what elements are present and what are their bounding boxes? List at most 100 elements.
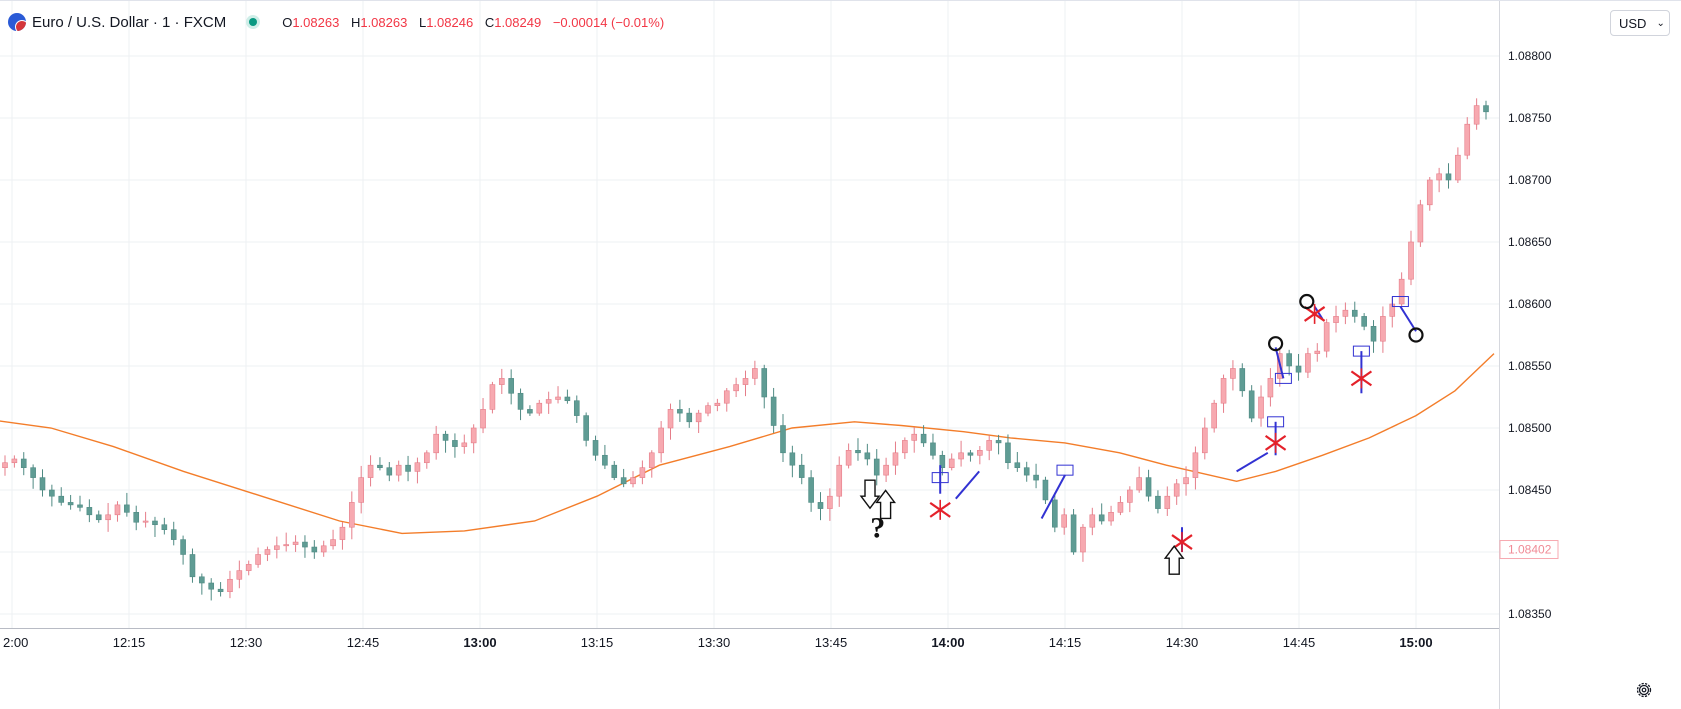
candle-body [2, 462, 8, 468]
x-tick-label: 13:00 [463, 635, 496, 650]
candle [883, 457, 889, 483]
candle [1295, 353, 1302, 381]
candle-body [958, 452, 964, 460]
candle [1351, 301, 1358, 323]
candle-body [611, 464, 618, 478]
symbol-title[interactable]: Euro / U.S. Dollar · 1 · FXCM [32, 13, 227, 31]
candle [189, 548, 196, 583]
gear-icon[interactable] [1631, 677, 1657, 703]
candle [864, 443, 871, 466]
candle [1408, 230, 1414, 286]
candle-body [245, 564, 252, 571]
candle-body [1295, 365, 1302, 373]
candle-body [592, 440, 599, 456]
candle-body [583, 415, 589, 441]
candle [1127, 486, 1133, 513]
currency-select[interactable]: USD ⌄ [1610, 10, 1670, 36]
candle-body [977, 450, 983, 456]
y-tick-label: 1.08750 [1508, 111, 1552, 125]
candle-body [311, 546, 318, 553]
candle [452, 433, 458, 458]
candle-body [142, 520, 149, 523]
y-tick-label: 1.08650 [1508, 235, 1552, 249]
annotations[interactable]: ? [859, 293, 1424, 575]
candle-body [330, 539, 336, 547]
chart-grid [0, 0, 1499, 628]
candle-body [1305, 353, 1311, 373]
candle-body [564, 396, 571, 402]
candle-body [339, 526, 346, 540]
candle [367, 455, 374, 487]
candle [395, 460, 402, 482]
candle [1108, 505, 1114, 526]
candle-body [902, 440, 908, 454]
chevron-down-icon: ⌄ [1656, 17, 1665, 29]
candle [114, 501, 121, 522]
candle [302, 535, 308, 558]
x-tick-label: 15:00 [1399, 635, 1432, 650]
candle-body [461, 442, 468, 447]
candle [1042, 476, 1049, 505]
candle [1192, 446, 1199, 490]
candle-body [264, 549, 271, 555]
x-tick-label: 14:15 [1049, 635, 1082, 650]
candle-body [555, 396, 561, 400]
arrow-up-annotation-icon [875, 489, 896, 520]
candle-body [798, 464, 805, 478]
candle-body [433, 433, 439, 454]
candle-body [1211, 402, 1217, 429]
candle [1323, 318, 1330, 358]
candle [986, 435, 993, 461]
x-tick-label: 14:30 [1166, 635, 1199, 650]
candle [667, 403, 674, 440]
candle-body [1201, 427, 1208, 454]
candle-body [1351, 309, 1358, 317]
candle-body [489, 384, 496, 410]
y-tick-label: 1.08700 [1508, 173, 1552, 187]
candle-body [742, 378, 749, 385]
candle [1417, 199, 1424, 247]
candle [1145, 469, 1152, 502]
candle-body [1173, 483, 1180, 497]
candle-body [377, 464, 383, 468]
candle-body [1005, 442, 1011, 464]
candle-body [1473, 105, 1480, 125]
candle-body [630, 477, 636, 485]
candle [770, 387, 777, 433]
cross-annotation-icon [929, 499, 951, 520]
candle [1267, 368, 1274, 407]
candle-body [1098, 514, 1105, 522]
candle [1483, 100, 1489, 120]
candle-body [639, 467, 646, 478]
arrow-up-annotation-icon [1163, 545, 1185, 575]
box-annotation [1056, 464, 1074, 476]
candle-body [752, 368, 758, 379]
candle-body [986, 440, 993, 451]
candle [639, 460, 646, 485]
candle-body [1342, 309, 1349, 317]
candle-body [133, 512, 140, 523]
candle-body [780, 425, 786, 454]
y-tick-label: 1.08500 [1508, 421, 1552, 435]
candle [58, 487, 65, 506]
candle-body [845, 450, 852, 466]
high-value: 1.08263 [360, 14, 408, 30]
candle [723, 388, 730, 412]
candle [1258, 385, 1264, 427]
candle-body [386, 467, 393, 476]
candle [311, 540, 318, 559]
candle [217, 582, 224, 597]
candle-body [189, 554, 196, 578]
candle-body [1436, 173, 1442, 181]
candle-body [883, 464, 889, 476]
moving-average [0, 353, 1495, 535]
market-open-dot-icon[interactable] [246, 15, 261, 29]
candle-body [864, 452, 871, 460]
candle-body [733, 384, 739, 392]
candle [1342, 302, 1349, 325]
candle [1005, 434, 1011, 470]
candle [752, 360, 758, 386]
candle [648, 450, 655, 478]
